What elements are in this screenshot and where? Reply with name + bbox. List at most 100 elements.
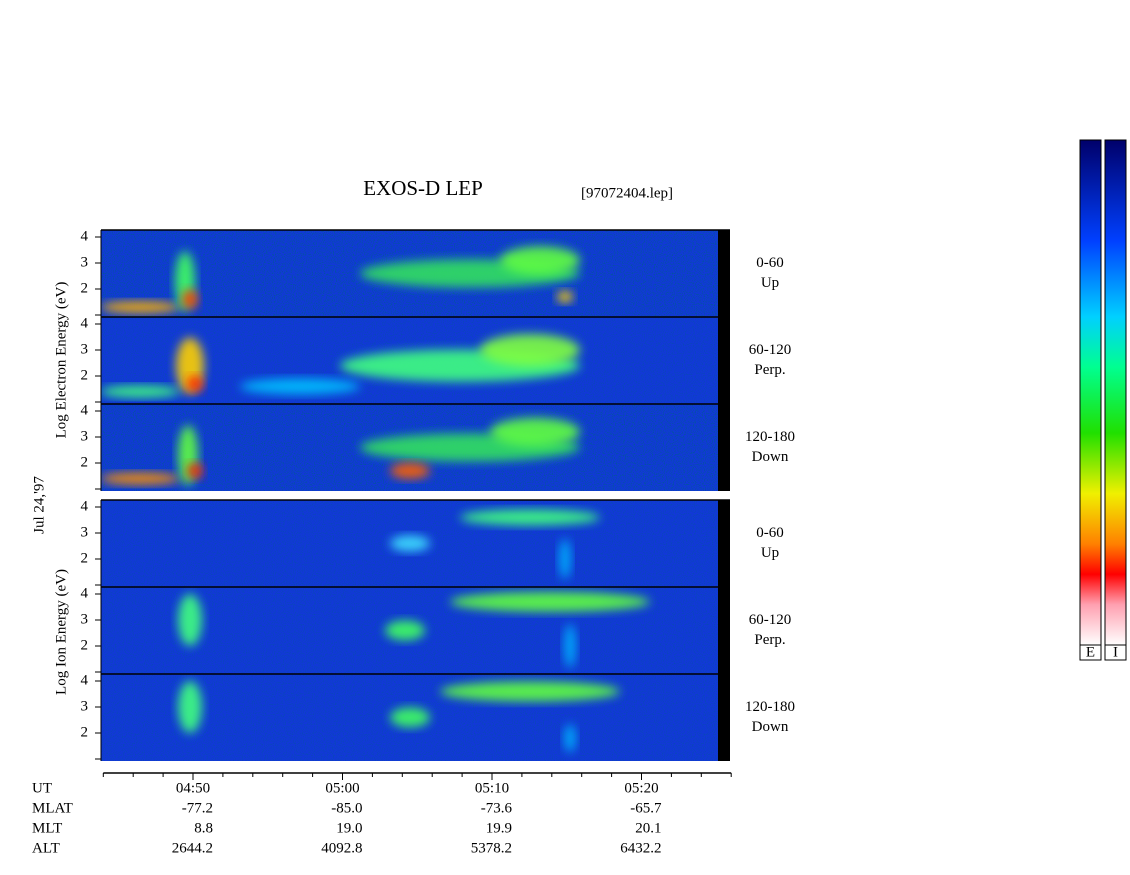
x-tick-label: 05:00 xyxy=(325,780,359,796)
panel-edge xyxy=(718,404,730,491)
y-tick-label: 2 xyxy=(81,724,89,740)
table-value: 19.0 xyxy=(336,820,362,836)
table-value: -85.0 xyxy=(331,800,362,816)
spectrogram xyxy=(101,587,718,674)
y-tick-label: 4 xyxy=(81,402,89,418)
panel-angle: 0-60 xyxy=(756,525,784,541)
table-value: 19.9 xyxy=(486,820,512,836)
spectrogram-feature xyxy=(480,334,580,366)
spectrogram-panel xyxy=(101,586,730,674)
spectrogram-feature xyxy=(390,535,430,552)
panel-edge xyxy=(718,230,730,317)
spectrogram xyxy=(101,674,718,761)
y-tick-label: 4 xyxy=(81,315,89,331)
row-label: UT xyxy=(32,780,52,796)
spectrogram-panel xyxy=(101,316,730,404)
y-axis-label: Log Electron Energy (eV) xyxy=(53,282,69,439)
panel-edge xyxy=(718,500,730,587)
panel-direction: Perp. xyxy=(754,632,785,648)
spectrogram-feature xyxy=(500,246,580,275)
title: EXOS-D LEP xyxy=(363,176,483,200)
colorbar-label-box xyxy=(1079,644,1102,661)
row-label: MLT xyxy=(32,820,62,836)
spectrogram xyxy=(101,404,718,491)
colorbar xyxy=(1079,139,1102,646)
spectrogram-panel xyxy=(101,403,730,491)
spectrogram-feature xyxy=(101,301,180,314)
y-axis-label: Log Ion Energy (eV) xyxy=(53,569,69,695)
y-tick-label: 2 xyxy=(81,637,89,653)
spectrogram-panel xyxy=(101,499,730,587)
spectrogram xyxy=(101,500,718,587)
y-tick-label: 4 xyxy=(81,585,89,601)
table-value: -77.2 xyxy=(182,800,213,816)
y-tick-label: 2 xyxy=(81,454,89,470)
spectrogram-feature xyxy=(182,289,198,310)
spectrogram-feature xyxy=(460,509,600,526)
y-tick-label: 4 xyxy=(81,498,89,514)
table-value: -73.6 xyxy=(481,800,513,816)
spectrogram-feature xyxy=(557,290,573,303)
spectrogram-feature xyxy=(559,539,571,579)
spectrogram-feature xyxy=(178,681,202,733)
y-tick-label: 2 xyxy=(81,550,89,566)
spectrogram-feature xyxy=(390,707,430,728)
y-tick-label: 3 xyxy=(81,698,89,714)
spectrogram-feature xyxy=(564,624,576,668)
y-tick-label: 2 xyxy=(81,280,89,296)
row-label: MLAT xyxy=(32,800,73,816)
y-tick-label: 2 xyxy=(81,367,89,383)
panel-direction: Up xyxy=(761,275,779,291)
y-tick-label: 3 xyxy=(81,428,89,444)
colorbar xyxy=(1104,139,1127,646)
colorbar-label: E xyxy=(1086,644,1095,660)
spectrogram xyxy=(101,230,718,317)
panel-direction: Down xyxy=(752,449,789,465)
spectrogram-feature xyxy=(101,385,180,398)
panel-direction: Perp. xyxy=(754,362,785,378)
x-tick-label: 04:50 xyxy=(176,780,210,796)
y-tick-label: 3 xyxy=(81,254,89,270)
spectrogram-feature xyxy=(564,724,576,753)
panel-direction: Up xyxy=(761,545,779,561)
table-value: -65.7 xyxy=(630,800,662,816)
colorbars: E I xyxy=(1079,139,1127,661)
panel-direction: Down xyxy=(752,719,789,735)
spectrogram-panel xyxy=(101,229,730,317)
table-value: 2644.2 xyxy=(172,840,213,856)
spectrogram-panel xyxy=(101,673,730,761)
spectrogram-feature xyxy=(385,620,425,641)
colorbar-label: I xyxy=(1113,644,1118,660)
table-value: 6432.2 xyxy=(620,840,661,856)
table-value: 20.1 xyxy=(635,820,661,836)
panel-angle: 60-120 xyxy=(749,612,792,628)
panel-angle: 120-180 xyxy=(745,699,795,715)
spectrogram-feature xyxy=(440,681,620,702)
panel-angle: 60-120 xyxy=(749,342,792,358)
panel-edge xyxy=(718,587,730,674)
spectrogram xyxy=(101,317,718,404)
spectrogram-feature xyxy=(240,378,360,395)
spectrogram-feature xyxy=(187,462,203,479)
y-tick-label: 4 xyxy=(81,228,89,244)
spectrogram-feature xyxy=(490,417,580,446)
y-tick-label: 3 xyxy=(81,341,89,357)
panel-edge xyxy=(718,317,730,404)
panel-angle: 0-60 xyxy=(756,255,784,271)
table-value: 4092.8 xyxy=(321,840,362,856)
table-value: 5378.2 xyxy=(471,840,512,856)
file-name: [97072404.lep] xyxy=(581,185,673,201)
y-tick-label: 3 xyxy=(81,611,89,627)
spectrogram-feature xyxy=(187,375,203,392)
spectrogram-feature xyxy=(450,591,650,612)
colorbar-label-box xyxy=(1104,644,1127,661)
panel-edge xyxy=(718,674,730,761)
spectrogram-feature xyxy=(390,462,430,479)
panel-angle: 120-180 xyxy=(745,429,795,445)
date: Jul 24,'97 xyxy=(31,476,47,534)
y-tick-label: 3 xyxy=(81,524,89,540)
y-tick-label: 4 xyxy=(81,672,89,688)
x-tick-label: 05:20 xyxy=(624,780,658,796)
row-label: ALT xyxy=(32,840,60,856)
